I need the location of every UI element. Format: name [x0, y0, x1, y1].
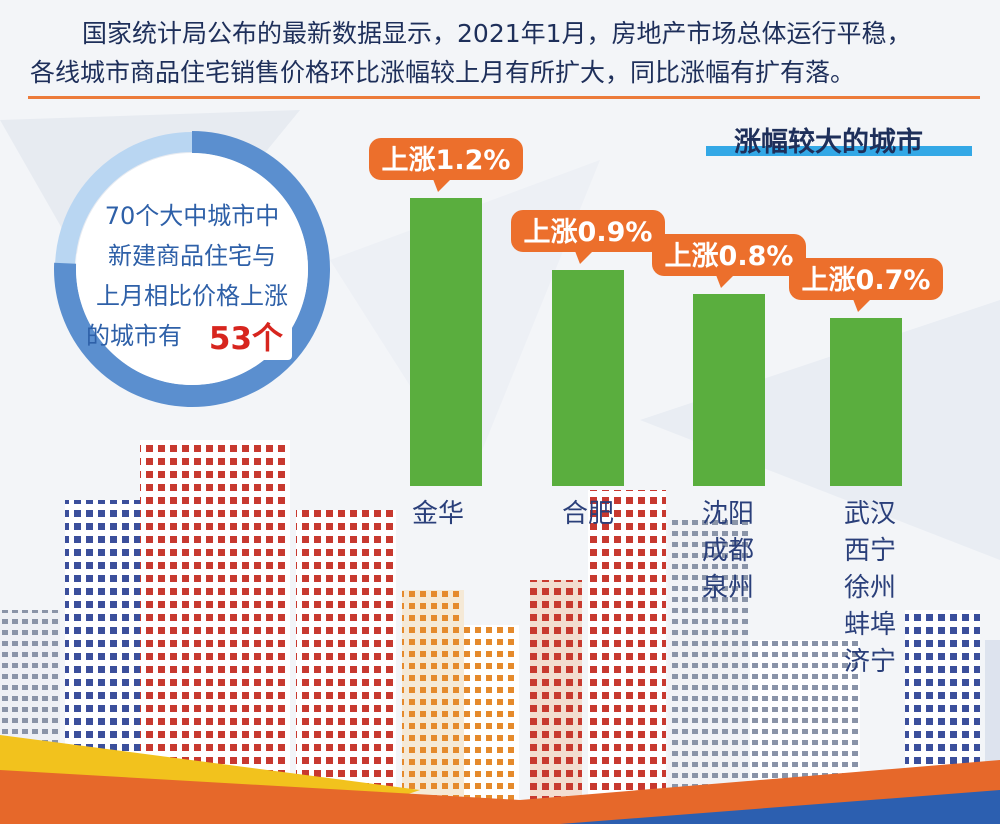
donut-ring-rising — [54, 131, 330, 407]
data-label-pointer — [716, 275, 734, 288]
data-label-bubble — [511, 210, 665, 252]
donut-caption-line: 70个大中城市中 — [104, 202, 280, 230]
data-label-pointer — [575, 251, 593, 264]
donut-caption-line: 的城市有 — [86, 322, 182, 350]
city-name: 济宁 — [843, 647, 896, 677]
donut-caption: 70个大中城市中 新建商品住宅与 上月相比价格上涨 的城市有 — [82, 196, 302, 356]
donut-caption-line: 上月相比价格上涨 — [96, 282, 288, 310]
data-label: 上涨0.7% — [802, 265, 931, 296]
section-title-underline — [706, 146, 972, 156]
data-label-bubble — [369, 138, 523, 180]
data-label: 上涨0.9% — [524, 217, 653, 248]
bar — [830, 318, 902, 486]
bar-chart: 上涨1.2% 上涨0.9% 上涨0.8% 上涨0.7% — [369, 138, 943, 486]
header-divider — [28, 96, 980, 99]
city-group-1: 金华 — [398, 496, 478, 533]
section-title: 涨幅较大的城市 — [734, 127, 923, 158]
bar — [410, 198, 482, 486]
data-label: 上涨0.8% — [665, 241, 794, 272]
intro-line-1: 国家统计局公布的最新数据显示，2021年1月，房地产市场总体运行平稳， — [82, 19, 912, 48]
donut-caption-line: 新建商品住宅与 — [108, 242, 276, 270]
city-name: 徐州 — [843, 573, 896, 603]
city-name: 成都 — [701, 536, 754, 566]
count-callout — [200, 320, 292, 360]
data-label-pointer — [433, 179, 451, 192]
city-name: 沈阳 — [701, 499, 754, 529]
city-name: 合肥 — [561, 499, 614, 529]
data-label: 上涨1.2% — [382, 145, 511, 176]
city-group-3: 沈阳 成都 泉州 — [688, 496, 768, 607]
rising-city-count: 53个 — [208, 321, 284, 357]
intro-paragraph: 国家统计局公布的最新数据显示，2021年1月，房地产市场总体运行平稳， 各线城市… — [30, 14, 980, 92]
city-name: 西宁 — [843, 536, 896, 566]
data-label-bubble — [789, 258, 943, 300]
city-name: 武汉 — [843, 499, 896, 529]
ground-stripes — [0, 735, 1000, 824]
intro-line-2: 各线城市商品住宅销售价格环比涨幅较上月有所扩大，同比涨幅有扩有落。 — [30, 58, 856, 87]
bar — [552, 270, 624, 486]
data-label-pointer — [853, 299, 871, 312]
city-name: 金华 — [411, 499, 464, 529]
city-name: 蚌埠 — [843, 610, 896, 640]
bar — [693, 294, 765, 486]
data-label-bubble — [652, 234, 806, 276]
count-callout-pointer — [210, 356, 238, 374]
city-group-2: 合肥 — [548, 496, 628, 533]
city-group-4: 武汉 西宁 徐州 蚌埠 济宁 — [830, 496, 910, 681]
city-name: 泉州 — [701, 573, 754, 603]
